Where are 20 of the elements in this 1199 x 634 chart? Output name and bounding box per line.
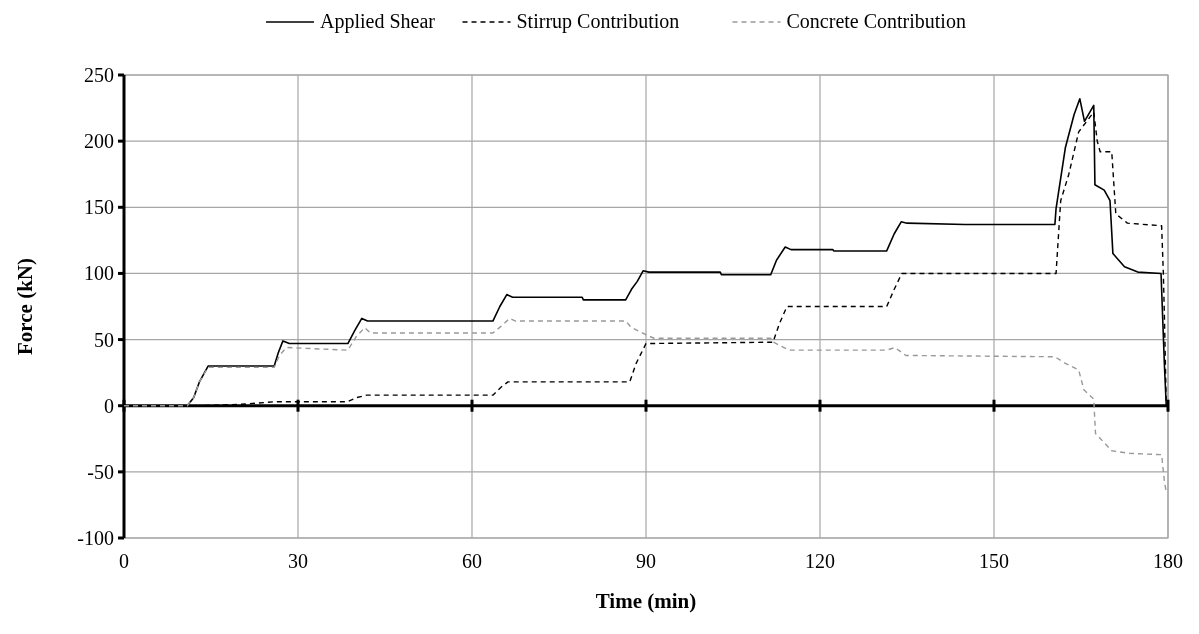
y-tick-label: 0 — [104, 394, 114, 417]
x-tick-label: 120 — [805, 550, 835, 572]
x-axis-title: Time (min) — [595, 589, 697, 613]
x-tick-label: 0 — [119, 550, 129, 572]
legend-label: Applied Shear — [320, 10, 436, 33]
y-tick-label: 150 — [84, 196, 114, 219]
y-tick-label: 50 — [94, 328, 114, 351]
x-tick-label: 90 — [636, 550, 656, 572]
legend-label: Concrete Contribution — [786, 10, 966, 32]
x-tick-label: 60 — [462, 550, 482, 572]
legend-label: Stirrup Contribution — [516, 10, 680, 33]
y-axis-title: Force (kN) — [13, 258, 37, 355]
y-tick-label: 100 — [84, 262, 114, 285]
x-tick-label: 150 — [979, 550, 1009, 572]
y-tick-label: 200 — [84, 130, 114, 153]
x-tick-label: 30 — [288, 550, 308, 572]
y-tick-label: 250 — [84, 64, 114, 86]
y-tick-label: -100 — [77, 527, 114, 549]
x-tick-label: 180 — [1153, 550, 1183, 572]
y-tick-label: -50 — [87, 460, 114, 483]
